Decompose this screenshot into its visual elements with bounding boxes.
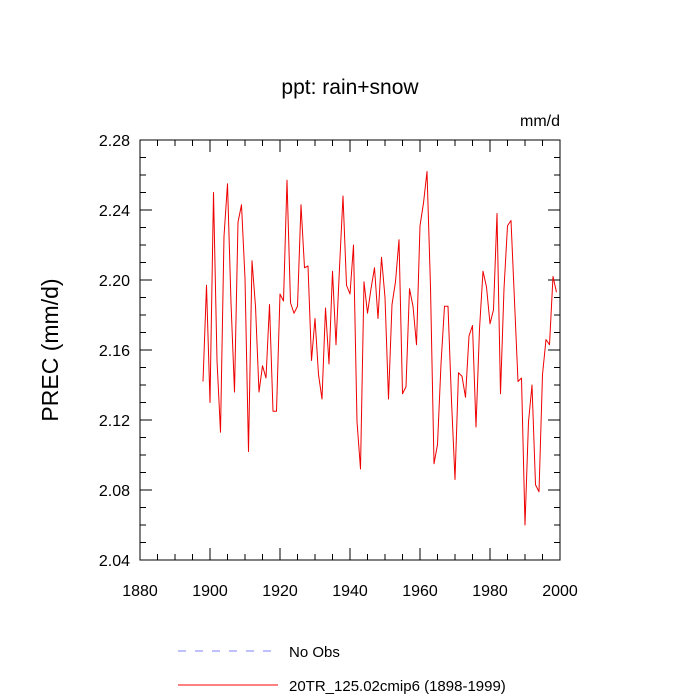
y-tick-label: 2.28: [99, 133, 130, 150]
tick-labels: 1880 1900 1920 1940 1960 1980 2000 2.04 2.08 2.12…: [99, 133, 578, 600]
x-tick-label: 2000: [542, 583, 578, 600]
x-tick-label: 1980: [472, 583, 508, 600]
y-tick-label: 2.04: [99, 553, 130, 570]
y-tick-label: 2.12: [99, 413, 130, 430]
x-tick-label: 1940: [332, 583, 368, 600]
y-tick-label: 2.24: [99, 203, 130, 220]
y-tick-label: 2.16: [99, 343, 130, 360]
units-label: mm/d: [520, 113, 560, 130]
chart-title: ppt: rain+snow: [281, 76, 419, 99]
y-tick-label: 2.20: [99, 273, 130, 290]
legend-series-label: 20TR_125.02cmip6 (1898-1999): [289, 678, 506, 695]
y-axis-label: PREC (mm/d): [37, 278, 63, 421]
x-tick-label: 1900: [192, 583, 228, 600]
series-line: [202, 171, 557, 526]
plot-frame: [139, 139, 561, 561]
x-tick-label: 1920: [262, 583, 298, 600]
legend-no-obs-label: No Obs: [289, 644, 340, 661]
y-tick-label: 2.08: [99, 483, 130, 500]
legend: No Obs 20TR_125.02cmip6 (1898-1999): [178, 644, 506, 695]
axis-ticks: [139, 139, 561, 561]
x-tick-label: 1960: [402, 583, 438, 600]
x-tick-label: 1880: [122, 583, 158, 600]
series-layer: [202, 171, 557, 526]
